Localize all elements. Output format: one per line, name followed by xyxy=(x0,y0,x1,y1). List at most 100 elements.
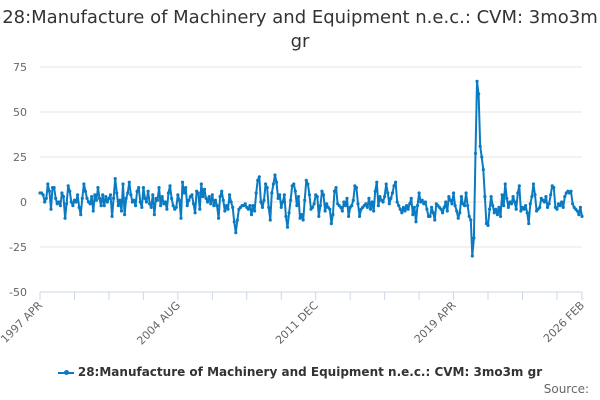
data-point xyxy=(306,182,310,186)
data-point xyxy=(259,200,263,204)
data-point xyxy=(209,202,213,206)
data-point xyxy=(229,200,233,204)
data-point xyxy=(61,195,66,199)
data-point xyxy=(409,196,413,200)
data-point xyxy=(58,204,62,208)
data-point xyxy=(544,195,548,199)
data-point xyxy=(509,202,514,206)
series-line xyxy=(38,79,584,258)
data-point xyxy=(226,207,230,211)
data-point xyxy=(180,180,185,184)
data-point xyxy=(260,205,265,209)
data-point xyxy=(157,186,161,190)
data-point xyxy=(41,193,45,197)
data-point xyxy=(401,205,406,209)
x-tick-label: 2026 FEB xyxy=(541,299,587,345)
data-point xyxy=(472,236,476,240)
data-point xyxy=(82,182,86,186)
data-point xyxy=(563,195,567,199)
data-point xyxy=(310,205,315,209)
data-point xyxy=(549,193,553,197)
data-point xyxy=(256,178,260,182)
data-point xyxy=(271,182,276,186)
data-point xyxy=(376,204,380,208)
data-point xyxy=(558,204,562,208)
data-point xyxy=(133,204,138,208)
data-point xyxy=(478,144,482,148)
data-point xyxy=(279,205,283,209)
data-point xyxy=(79,213,83,217)
data-point xyxy=(340,209,344,213)
data-point xyxy=(527,222,531,226)
data-point xyxy=(466,204,470,208)
data-point xyxy=(575,209,579,213)
data-point xyxy=(332,189,337,193)
data-point xyxy=(168,184,172,188)
data-point xyxy=(146,189,150,193)
data-point xyxy=(96,186,100,190)
data-point xyxy=(115,191,119,195)
data-point xyxy=(171,204,175,208)
data-point xyxy=(54,196,58,200)
data-point xyxy=(119,209,124,213)
data-point xyxy=(151,193,155,197)
data-point xyxy=(386,191,390,195)
data-point xyxy=(423,200,427,204)
data-point xyxy=(224,204,229,208)
data-point xyxy=(545,205,550,209)
data-point xyxy=(403,209,407,213)
data-point xyxy=(428,214,432,218)
data-point xyxy=(489,195,493,199)
data-point xyxy=(497,205,501,209)
data-point xyxy=(339,205,343,209)
data-point xyxy=(448,198,453,202)
data-point xyxy=(525,211,529,215)
data-point xyxy=(453,204,457,208)
data-point xyxy=(129,193,133,197)
data-point xyxy=(486,223,490,227)
data-point xyxy=(127,180,131,184)
data-point xyxy=(202,187,207,191)
data-point xyxy=(179,216,183,220)
y-tick-label: 25 xyxy=(13,151,27,164)
x-axis: 1997 APR 2004 AUG 2011 DEC 2019 APR 2026 FEB xyxy=(0,291,587,347)
data-point xyxy=(483,195,487,199)
data-point xyxy=(487,207,492,211)
data-point xyxy=(451,191,456,195)
data-point xyxy=(357,214,362,218)
data-point xyxy=(395,200,399,204)
data-point xyxy=(47,189,51,193)
data-point xyxy=(528,202,532,206)
data-point xyxy=(268,218,272,222)
legend-item[interactable]: 28:Manufacture of Machinery and Equipmen… xyxy=(0,365,600,379)
data-point xyxy=(301,218,305,222)
data-point xyxy=(85,196,89,200)
data-point xyxy=(530,195,534,199)
data-point xyxy=(368,207,373,211)
data-point xyxy=(420,198,424,202)
data-point xyxy=(57,200,61,204)
data-point xyxy=(155,198,160,202)
data-point xyxy=(135,189,139,193)
data-point xyxy=(132,198,136,202)
data-point xyxy=(370,200,374,204)
data-point xyxy=(126,191,130,195)
data-point xyxy=(398,207,402,211)
data-point xyxy=(99,204,103,208)
data-point xyxy=(122,213,127,217)
data-point xyxy=(462,204,467,208)
data-point xyxy=(295,204,299,208)
data-point xyxy=(383,195,387,199)
data-point xyxy=(502,204,506,208)
data-point xyxy=(511,195,515,199)
data-point xyxy=(287,211,291,215)
data-point xyxy=(492,211,496,215)
data-point xyxy=(176,193,180,197)
data-point xyxy=(433,218,437,222)
data-point xyxy=(104,195,108,199)
x-tick-label: 2011 DEC xyxy=(273,299,321,347)
data-point xyxy=(439,207,443,211)
data-point xyxy=(392,184,396,188)
data-point xyxy=(400,211,404,215)
